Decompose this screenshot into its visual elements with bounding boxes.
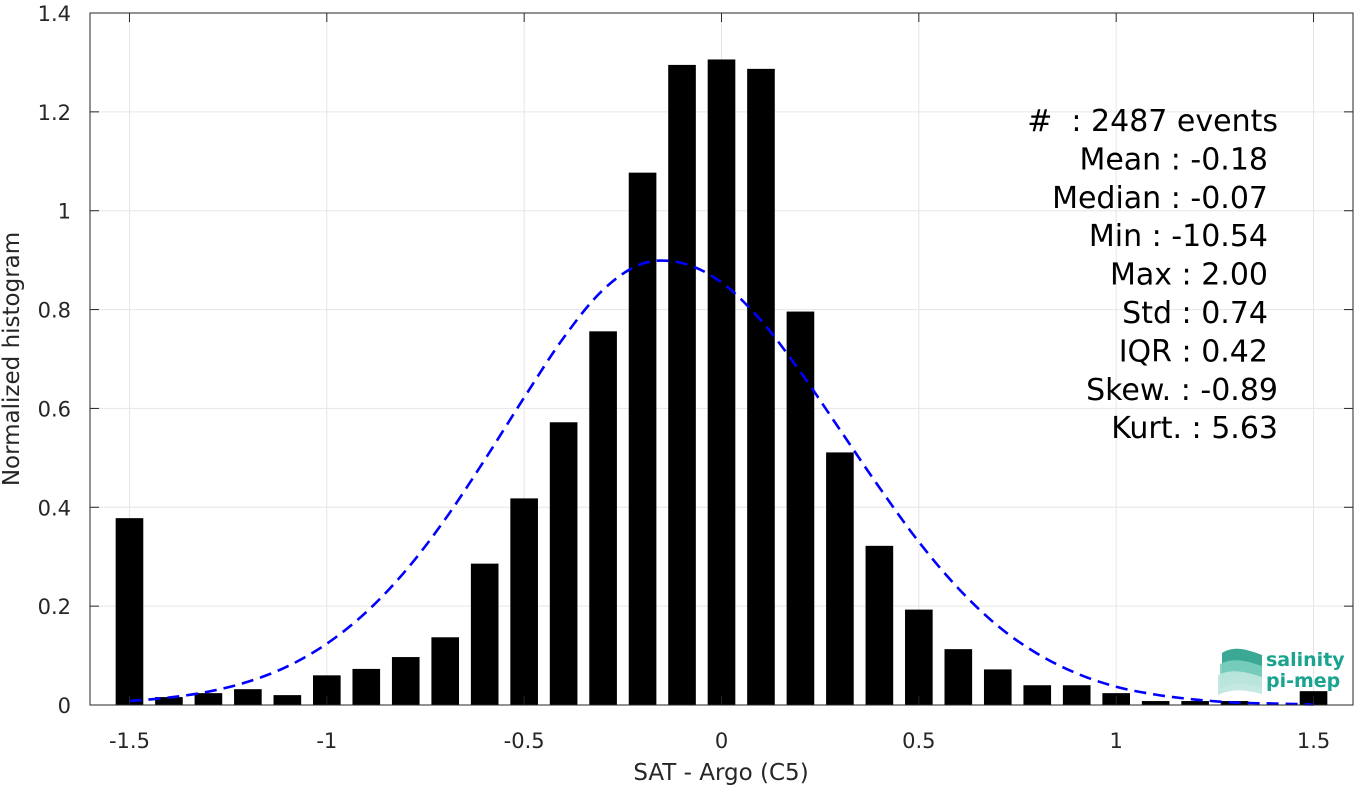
x-tick-labels: -1.5 -1 -0.5 0 0.5 1 1.5 xyxy=(109,729,1330,753)
histogram-bar xyxy=(273,695,302,705)
histogram-bar xyxy=(786,311,815,705)
gaussian-fit-line xyxy=(129,259,1314,706)
y-axis-label: Normalized histogram xyxy=(0,232,25,486)
x-tick-label: -0.5 xyxy=(504,729,545,753)
histogram-bar xyxy=(510,498,538,705)
histogram-bar xyxy=(944,649,973,705)
histogram-bar xyxy=(549,422,578,705)
histogram-bar xyxy=(470,563,499,705)
histogram-bar xyxy=(234,689,262,705)
stat-line: Max : 2.00 xyxy=(1110,258,1268,293)
x-tick-label: 0.5 xyxy=(902,729,935,753)
y-tick-label: 0.8 xyxy=(38,299,71,323)
histogram-bar xyxy=(155,697,183,705)
y-tick-label: 1.4 xyxy=(38,2,71,26)
histogram-bar xyxy=(1023,685,1052,705)
stat-line: # : 2487 events xyxy=(1027,104,1278,139)
histogram-bar xyxy=(865,545,894,705)
x-axis-label: SAT - Argo (C5) xyxy=(633,760,808,786)
salinity-pi-mep-logo: salinity pi-mep xyxy=(1218,648,1345,695)
histogram-bar xyxy=(826,452,854,705)
y-tick-label: 1.2 xyxy=(38,101,71,125)
stat-line: IQR : 0.42 xyxy=(1119,334,1268,369)
x-tick-label: -1.5 xyxy=(109,729,150,753)
histogram-bar xyxy=(431,637,460,705)
y-tick-label: 0 xyxy=(58,694,71,718)
x-tick-label: 1.5 xyxy=(1297,729,1330,753)
histogram-bar xyxy=(391,657,420,705)
histogram-bar xyxy=(194,693,223,705)
y-tick-label: 0.6 xyxy=(38,397,71,421)
histogram-bar xyxy=(747,68,775,705)
x-tick-label: -1 xyxy=(316,729,337,753)
y-tick-label: 0.2 xyxy=(38,595,71,619)
stat-line: Std : 0.74 xyxy=(1122,296,1268,331)
histogram-bar xyxy=(707,59,736,706)
histogram-bar xyxy=(115,518,144,705)
y-tick-label: 0.4 xyxy=(38,496,71,520)
histogram-bar xyxy=(905,609,933,705)
stat-line: Mean : -0.18 xyxy=(1079,142,1268,177)
x-tick-label: 1 xyxy=(1110,729,1123,753)
histogram-bars xyxy=(115,59,1328,706)
y-tick-labels: 0 0.2 0.4 0.6 0.8 1 1.2 1.4 xyxy=(38,2,71,718)
stat-line: Min : -10.54 xyxy=(1089,219,1268,254)
histogram-bar xyxy=(983,669,1012,705)
logo-line-1: salinity xyxy=(1266,649,1345,671)
histogram-bar xyxy=(1141,701,1170,705)
histogram-bar xyxy=(668,64,696,705)
histogram-bar xyxy=(1062,685,1091,705)
logo-waves-icon xyxy=(1218,648,1262,695)
y-tick-label: 1 xyxy=(58,200,71,224)
stat-line: Median : -0.07 xyxy=(1052,181,1268,216)
histogram-bar xyxy=(589,331,617,705)
axis-ticks xyxy=(90,12,1353,706)
histogram-bar xyxy=(1181,701,1209,705)
x-tick-label: 0 xyxy=(715,729,728,753)
histogram-bar xyxy=(352,668,381,705)
histogram-bar xyxy=(628,172,657,705)
logo-line-2: pi-mep xyxy=(1266,670,1340,692)
stat-line: Kurt. : 5.63 xyxy=(1111,411,1278,446)
stat-line: Skew. : -0.89 xyxy=(1086,373,1278,408)
